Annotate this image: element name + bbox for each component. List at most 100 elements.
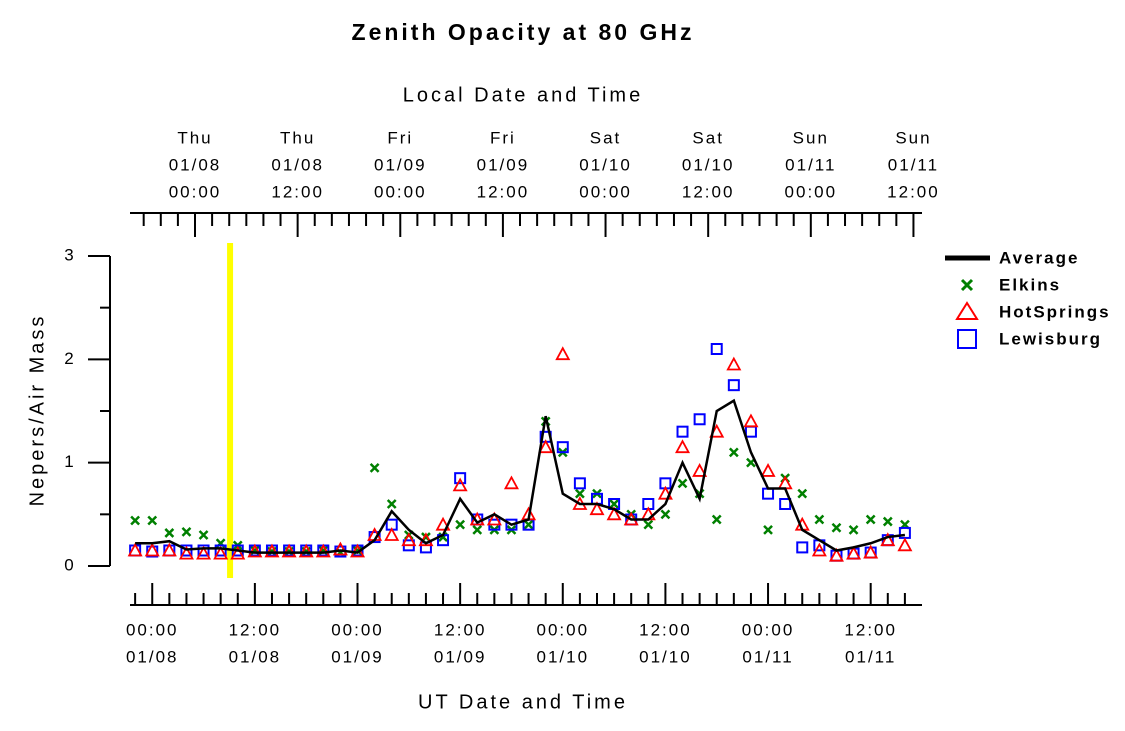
x2-tick-label: 12:00 xyxy=(682,182,735,201)
hotsprings-point xyxy=(726,356,742,371)
hotsprings-point xyxy=(897,537,913,552)
lewisburg-point xyxy=(779,498,792,510)
x-tick-label: 00:00 xyxy=(537,620,590,639)
legend-label: Average xyxy=(999,248,1079,267)
lewisburg-point xyxy=(505,518,518,531)
lewisburg-point xyxy=(180,544,193,557)
hotsprings-point xyxy=(281,543,297,558)
y-axis-title: Nepers/Air Mass xyxy=(26,314,48,507)
legend-swatch xyxy=(957,329,977,349)
legend-label: Elkins xyxy=(999,275,1061,294)
x-tick-label: 12:00 xyxy=(434,620,487,639)
lewisburg-point xyxy=(710,343,723,355)
hotsprings-point xyxy=(127,542,143,557)
hotsprings-point xyxy=(692,463,708,477)
x-tick-date: 01/10 xyxy=(537,647,590,666)
x2-tick-label: 00:00 xyxy=(374,182,427,201)
elkins-point xyxy=(728,447,739,458)
x2-tick-label: 00:00 xyxy=(785,182,838,201)
hotsprings-point xyxy=(555,346,571,361)
hotsprings-point xyxy=(384,527,400,541)
elkins-point xyxy=(574,488,585,499)
hotsprings-point xyxy=(675,439,691,454)
elkins-point xyxy=(523,519,534,530)
x2-tick-date: 01/08 xyxy=(169,155,222,174)
hotsprings-point xyxy=(178,545,194,560)
elkins-point xyxy=(660,509,671,520)
lewisburg-point xyxy=(556,441,569,454)
legend-label: HotSprings xyxy=(999,302,1111,321)
x-tick-date: 01/11 xyxy=(742,647,793,666)
chart-title: Zenith Opacity at 80 GHz xyxy=(352,19,695,45)
legend-label: Lewisburg xyxy=(999,329,1102,348)
hotsprings-point xyxy=(161,542,177,557)
hotsprings-point xyxy=(589,501,605,516)
lewisburg-point xyxy=(796,541,809,554)
hotsprings-point xyxy=(435,516,451,531)
lewisburg-point xyxy=(762,487,775,500)
x2-tick-label: 12:00 xyxy=(271,182,324,201)
x-tick-date: 01/09 xyxy=(434,647,487,666)
legend-swatch xyxy=(955,301,979,320)
hotsprings-point xyxy=(452,477,468,492)
elkins-point xyxy=(164,528,175,538)
elkins-point xyxy=(181,527,192,537)
highlight-bar xyxy=(227,243,234,578)
x2-tick-label: 00:00 xyxy=(169,182,222,201)
hotsprings-point xyxy=(538,439,554,454)
x2-tick-date: 01/08 xyxy=(271,155,324,174)
elkins-point xyxy=(831,522,842,533)
lewisburg-point xyxy=(727,379,740,392)
lewisburg-point xyxy=(744,425,757,438)
hotsprings-point xyxy=(811,542,827,557)
elkins-point xyxy=(369,462,380,473)
elkins-point xyxy=(797,488,808,499)
elkins-point xyxy=(147,515,158,526)
x2-tick-date: 01/09 xyxy=(477,155,530,174)
elkins-point xyxy=(609,499,619,509)
hotsprings-point xyxy=(332,541,348,556)
x-tick-label: 00:00 xyxy=(126,620,179,639)
elkins-point xyxy=(198,530,209,540)
hotsprings-point xyxy=(144,542,160,557)
x-tick-label: 12:00 xyxy=(844,620,897,639)
hotsprings-point xyxy=(196,545,212,560)
hotsprings-point xyxy=(863,544,879,559)
x-tick-label: 00:00 xyxy=(331,620,384,639)
x2-tick-label: 12:00 xyxy=(887,182,940,201)
lewisburg-point xyxy=(197,544,210,557)
lewisburg-point xyxy=(693,413,706,426)
hotsprings-point xyxy=(230,545,246,560)
hotsprings-point xyxy=(213,545,229,560)
x-tick-label: 12:00 xyxy=(639,620,692,639)
hotsprings-point xyxy=(828,547,844,562)
elkins-point xyxy=(814,514,825,525)
elkins-point xyxy=(711,514,722,525)
hotsprings-point xyxy=(777,475,793,490)
x-tick-label: 12:00 xyxy=(229,620,282,639)
hotsprings-point xyxy=(846,545,862,560)
x-axis-title: UT Date and Time xyxy=(418,691,628,713)
y-tick-label: 1 xyxy=(64,452,75,471)
elkins-point xyxy=(848,524,859,535)
elkins-point xyxy=(865,514,876,525)
average-line xyxy=(135,398,906,554)
elkins-point xyxy=(882,516,893,527)
hotsprings-point xyxy=(657,485,673,500)
hotsprings-point xyxy=(503,475,519,490)
elkins-point xyxy=(643,519,654,530)
x2-tick-date: 01/10 xyxy=(579,155,632,174)
x2-tick-date: 01/11 xyxy=(785,155,836,174)
y-tick-label: 2 xyxy=(64,349,75,368)
x2-tick-label: 12:00 xyxy=(477,182,530,201)
x-tick-date: 01/08 xyxy=(126,647,179,666)
hotsprings-point xyxy=(401,532,417,547)
x2-tick-day: Sat xyxy=(692,128,724,147)
x2-tick-day: Thu xyxy=(177,128,212,147)
x2-tick-day: Thu xyxy=(280,128,315,147)
x2-tick-day: Fri xyxy=(490,128,516,147)
x-tick-date: 01/08 xyxy=(229,647,282,666)
hotsprings-point xyxy=(743,413,759,428)
lewisburg-point xyxy=(214,544,227,557)
